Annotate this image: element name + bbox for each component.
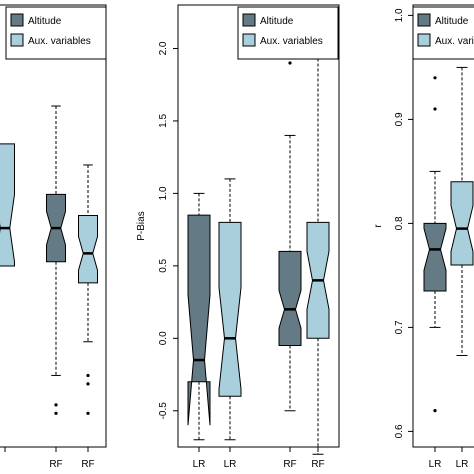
legend-label: Aux. variables <box>260 36 323 47</box>
x-tick-label: LR <box>456 459 469 470</box>
x-tick-label: RF <box>283 459 296 470</box>
legend-label: Aux. variables <box>435 36 474 47</box>
x-tick-label: RF <box>311 459 324 470</box>
y-tick-label: 0.9 <box>394 112 405 126</box>
box <box>218 221 242 397</box>
y-axis-label: P-Bias <box>136 211 147 240</box>
outlier-point <box>86 373 90 378</box>
panel-left: RF RF Altitude Aux. variables: <box>0 4 107 470</box>
outlier-point <box>433 107 437 111</box>
y-tick-label: 0.6 <box>394 424 405 438</box>
y-tick-label: 1.0 <box>394 8 405 22</box>
y-tick-label: 2.0 <box>158 41 169 55</box>
legend-swatch <box>417 13 431 27</box>
x-tick-label: RF <box>81 459 94 470</box>
outlier-point <box>433 76 437 80</box>
legend-swatch <box>417 33 431 47</box>
outlier-point <box>433 409 437 413</box>
y-tick-label: : <box>0 346 1 357</box>
y-tick-label: 0.8 <box>394 216 405 230</box>
y-tick-label: 0.0 <box>158 331 169 345</box>
y-tick-label: 1.0 <box>158 186 169 200</box>
x-tick-label: LR <box>224 459 237 470</box>
outlier-point <box>86 382 90 386</box>
box <box>423 222 447 292</box>
legend-label: Altitude <box>28 16 62 27</box>
y-tick-label: 0.5 <box>158 258 169 272</box>
y-tick-label: 0.7 <box>394 320 405 334</box>
legend-label: Altitude <box>260 16 294 27</box>
legend-swatch <box>10 13 24 27</box>
outlier-point <box>54 411 58 415</box>
panel-middle: -0.5 0.0 0.5 1.0 1.5 2.0 P-Bias LR LR RF RF Altitud… <box>136 4 340 470</box>
box <box>78 214 98 284</box>
x-tick-label: LR <box>193 459 206 470</box>
outlier-point <box>288 61 292 65</box>
legend-swatch <box>242 13 256 27</box>
legend-swatch <box>10 33 24 47</box>
x-tick-label: RF <box>49 459 62 470</box>
box <box>0 143 15 267</box>
y-tick-label: -0.5 <box>158 402 169 420</box>
outlier-point <box>86 411 90 415</box>
box <box>450 181 474 266</box>
plot-frame <box>177 4 340 448</box>
panel-right: 0.6 0.7 0.8 0.9 1.0 r LR LR Altitude Aux. variabl… <box>373 4 474 470</box>
legend-label: Altitude <box>435 16 469 27</box>
outlier-point <box>54 403 58 407</box>
y-axis-label: r <box>373 224 384 228</box>
x-tick-label: LR <box>429 459 442 470</box>
legend-swatch <box>242 33 256 47</box>
plot-frame <box>0 4 107 448</box>
y-tick-label: 1.5 <box>158 114 169 128</box>
box <box>187 214 211 426</box>
plot-frame <box>412 4 474 448</box>
legend-label: Aux. variables <box>28 36 91 47</box>
box <box>278 250 302 347</box>
